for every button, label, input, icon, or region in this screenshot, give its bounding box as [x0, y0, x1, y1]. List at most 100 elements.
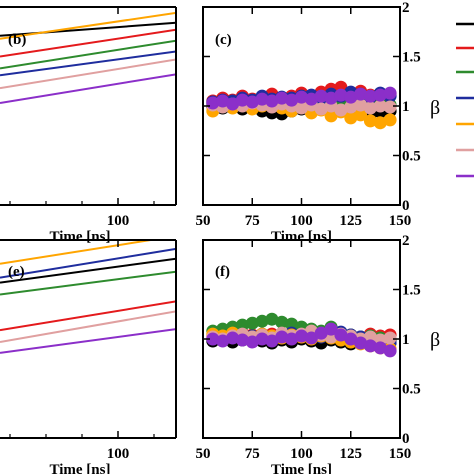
data-point: [275, 91, 289, 105]
data-point: [363, 114, 377, 128]
data-point: [235, 318, 249, 332]
series-line-3: [0, 270, 176, 296]
data-point: [285, 317, 299, 331]
data-point: [324, 91, 338, 105]
y-tick-label: 0: [402, 431, 410, 447]
series-line-1: [0, 257, 176, 284]
data-point: [255, 92, 269, 106]
panel-label: (b): [8, 32, 26, 48]
data-point: [216, 94, 230, 108]
data-point: [265, 334, 279, 348]
data-point: [383, 86, 397, 100]
x-tick-label: 125: [340, 213, 363, 229]
data-point: [295, 90, 308, 104]
data-point: [295, 101, 308, 115]
data-point: [383, 331, 397, 345]
data-point: [235, 333, 249, 347]
data-point: [373, 341, 387, 355]
x-axis-title: Time [ns]: [50, 229, 111, 245]
panel-label: (c): [215, 32, 232, 48]
series-lines: [0, 11, 176, 104]
data-point: [334, 103, 348, 117]
data-point: [245, 95, 259, 109]
data-point: [334, 88, 348, 102]
data-point: [344, 100, 358, 114]
x-tick-label: 75: [245, 213, 260, 229]
y-tick-label: 1.5: [402, 283, 421, 299]
x-tick-label: 50: [196, 446, 211, 462]
data-point: [304, 331, 318, 345]
data-point: [354, 336, 368, 350]
data-point: [275, 330, 289, 344]
data-point: [324, 322, 338, 336]
data-point: [324, 109, 338, 123]
data-point: [363, 330, 377, 344]
data-point: [245, 335, 259, 349]
series-line-5: [0, 11, 176, 40]
x-axis-title: Time [ns]: [271, 462, 332, 474]
data-point: [373, 116, 387, 130]
y-tick-label: 2: [402, 0, 410, 16]
data-point: [383, 100, 397, 114]
y-tick-label: 1: [402, 332, 410, 348]
data-point: [354, 98, 368, 112]
data-point: [344, 111, 358, 125]
data-point: [245, 316, 259, 330]
x-tick-label: 100: [107, 446, 130, 462]
y-tick-label: 1.5: [402, 50, 421, 66]
data-point: [285, 93, 299, 107]
data-point: [373, 88, 387, 102]
data-point: [206, 332, 220, 346]
data-point: [383, 344, 397, 358]
x-tick-label: 100: [107, 213, 130, 229]
series-line-7: [0, 73, 176, 104]
data-point: [363, 89, 377, 103]
x-tick-label: 75: [245, 446, 260, 462]
series-line-4: [0, 247, 176, 279]
panel-b: 100 (b) Time [ns]: [0, 6, 177, 245]
series-line-6: [0, 58, 176, 90]
series-line-2: [0, 28, 176, 58]
data-point: [354, 87, 368, 101]
data-point: [363, 339, 377, 353]
data-point: [383, 113, 397, 127]
data-point: [275, 315, 289, 329]
data-point: [373, 99, 387, 113]
panel-e: 100 (e) Time [ns]: [0, 239, 177, 474]
points: [206, 80, 397, 130]
data-point: [334, 328, 348, 342]
data-point: [226, 331, 240, 345]
data-point: [235, 93, 249, 107]
data-point: [216, 334, 230, 348]
data-point: [304, 92, 318, 106]
series-line-3: [0, 39, 176, 70]
y-axis-title: β: [430, 329, 440, 351]
y-tick-label: 0.5: [402, 149, 421, 165]
series-line-4: [0, 50, 176, 77]
data-point: [226, 97, 240, 111]
data-point: [314, 326, 328, 340]
data-point: [295, 329, 308, 343]
data-point: [314, 102, 328, 116]
data-point: [344, 90, 358, 104]
panel-label: (e): [8, 264, 25, 280]
y-axis-title: β: [430, 97, 440, 119]
x-tick-label: 125: [340, 446, 363, 462]
x-tick-label: 150: [389, 213, 412, 229]
series-line-7: [0, 328, 176, 354]
x-tick-label: 100: [290, 213, 313, 229]
data-point: [344, 332, 358, 346]
y-tick-label: 0: [402, 198, 410, 214]
data-point: [255, 332, 269, 346]
legend: [456, 22, 474, 178]
panel-label: (f): [215, 264, 230, 280]
data-point: [285, 332, 299, 346]
x-tick-label: 150: [389, 446, 412, 462]
data-point: [255, 314, 269, 328]
x-axis-title: Time [ns]: [50, 462, 111, 474]
data-point: [265, 94, 279, 108]
data-point: [314, 89, 328, 103]
